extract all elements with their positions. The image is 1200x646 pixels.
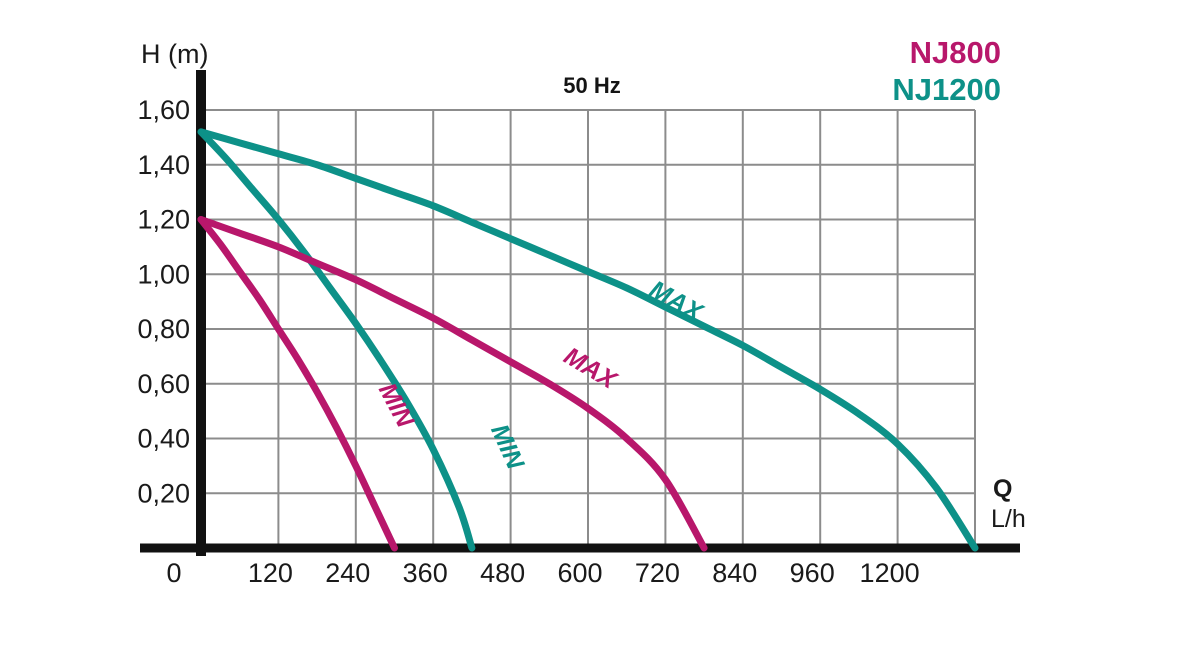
curve-label-max: MAX: [559, 342, 622, 395]
grid-lines: [201, 109, 976, 548]
axes: [140, 70, 1020, 556]
curve-nj1200-max: [197, 128, 979, 552]
y-tick-label: 1,60: [137, 95, 190, 125]
x-tick-label: 360: [403, 558, 448, 588]
x-tick-label: 840: [712, 558, 757, 588]
x-tick-label: 960: [790, 558, 835, 588]
x-axis-tick-labels: 0 120 240 360 480 600 720 840 960 1200: [166, 558, 919, 588]
y-axis-title: H (m): [141, 39, 208, 69]
curve-nj800-min: [197, 216, 398, 552]
x-tick-label: 600: [557, 558, 602, 588]
curve-label-min: MIN: [485, 420, 530, 474]
y-tick-label: 1,40: [137, 150, 190, 180]
curve-nj1200-min: [197, 128, 476, 552]
x-tick-label: 0: [166, 558, 181, 588]
x-axis-unit: L/h: [991, 505, 1026, 533]
y-tick-label: 1,20: [137, 205, 190, 235]
y-tick-label: 1,00: [137, 259, 190, 289]
legend-item-nj800: NJ800: [910, 35, 1001, 70]
y-axis-tick-labels: 0,20 0,40 0,60 0,80 1,00 1,20 1,40 1,60: [137, 95, 190, 508]
x-axis-title: Q: [993, 475, 1012, 503]
y-tick-label: 0,40: [137, 424, 190, 454]
y-tick-label: 0,80: [137, 314, 190, 344]
legend-item-nj1200: NJ1200: [892, 72, 1001, 107]
y-tick-label: 0,60: [137, 369, 190, 399]
x-tick-label: 1200: [860, 558, 920, 588]
curve-label-max: MAX: [645, 275, 708, 327]
x-tick-label: 240: [325, 558, 370, 588]
x-tick-label: 480: [480, 558, 525, 588]
x-tick-label: 720: [635, 558, 680, 588]
curve-series: [197, 128, 979, 552]
y-tick-label: 0,20: [137, 478, 190, 508]
curve-nj800-max: [197, 216, 708, 552]
frequency-label: 50 Hz: [563, 73, 620, 98]
x-tick-label: 120: [248, 558, 293, 588]
curve-label-min: MIN: [373, 378, 420, 432]
